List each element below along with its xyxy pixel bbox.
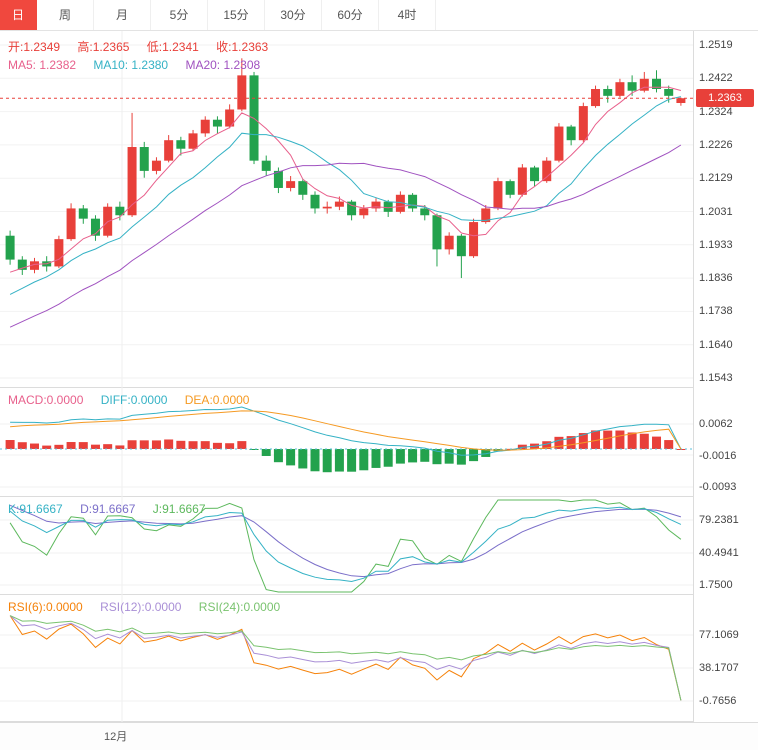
current-price-tag: 1.2363 <box>696 89 754 107</box>
tab-4hour[interactable]: 4时 <box>379 0 436 30</box>
kdj-panel[interactable]: K:91.6667 D:91.6667 J:91.6667 <box>0 497 693 595</box>
ma-legend: MA5: 1.2382 MA10: 1.2380 MA20: 1.2308 <box>8 58 274 72</box>
ma20-readout: MA20: 1.2308 <box>185 58 261 72</box>
kdj-chart[interactable] <box>0 497 693 595</box>
j-readout: J:91.6667 <box>152 502 206 516</box>
axis-label: 1.2519 <box>699 39 733 51</box>
tab-month[interactable]: 月 <box>94 0 151 30</box>
axis-label: 1.1738 <box>699 305 733 318</box>
axis-label: -0.0093 <box>699 481 737 493</box>
price-axis-gutter: 1.2363 1.2519 1.2422 1.2324 1.2226 1.2129 1.2… <box>693 30 758 722</box>
time-axis: 12月 <box>0 722 758 750</box>
axis-label: -0.0016 <box>699 449 737 462</box>
d-readout: D:91.6667 <box>80 502 136 516</box>
dea-readout: DEA:0.0000 <box>184 393 250 407</box>
rsi-panel[interactable]: RSI(6):0.0000 RSI(12):0.0000 RSI(24):0.0… <box>0 595 693 722</box>
axis-label: 79.2381 <box>699 514 739 526</box>
close-readout: 收:1.2363 <box>216 40 269 54</box>
tab-week[interactable]: 周 <box>37 0 94 30</box>
ma5-readout: MA5: 1.2382 <box>8 58 77 72</box>
tab-60min[interactable]: 60分 <box>322 0 379 30</box>
tab-30min[interactable]: 30分 <box>265 0 322 30</box>
axis-label: -0.7656 <box>699 695 737 707</box>
diff-readout: DIFF:0.0000 <box>100 393 168 407</box>
macd-chart[interactable] <box>0 388 693 497</box>
axis-label: 1.1836 <box>699 272 733 285</box>
low-readout: 低:1.2341 <box>146 40 199 54</box>
axis-label: 0.0062 <box>699 418 733 430</box>
tab-day[interactable]: 日 <box>0 0 37 30</box>
tab-5min[interactable]: 5分 <box>151 0 208 30</box>
axis-label: 1.2031 <box>699 205 733 218</box>
axis-label: 77.1069 <box>699 629 739 641</box>
candlestick-chart[interactable] <box>0 30 693 388</box>
axis-label: 1.2129 <box>699 172 733 185</box>
k-readout: K:91.6667 <box>8 502 63 516</box>
open-readout: 开:1.2349 <box>8 40 61 54</box>
time-axis-label: 12月 <box>104 731 128 743</box>
axis-label: 40.4941 <box>699 546 739 559</box>
axis-label: 1.2226 <box>699 138 733 151</box>
macd-legend: MACD:0.0000 DIFF:0.0000 DEA:0.0000 <box>8 393 263 407</box>
axis-label: 1.2422 <box>699 72 733 85</box>
ma10-readout: MA10: 1.2380 <box>93 58 169 72</box>
rsi24-readout: RSI(24):0.0000 <box>198 600 281 614</box>
axis-label: 1.1933 <box>699 238 733 251</box>
axis-label: 1.1640 <box>699 338 733 351</box>
rsi-legend: RSI(6):0.0000 RSI(12):0.0000 RSI(24):0.0… <box>8 600 294 614</box>
macd-readout: MACD:0.0000 <box>8 393 84 407</box>
axis-label: 1.2324 <box>699 105 733 118</box>
price-chart-panel[interactable]: 开:1.2349 高:1.2365 低:1.2341 收:1.2363 MA5:… <box>0 30 693 388</box>
axis-label: 38.1707 <box>699 662 739 674</box>
high-readout: 高:1.2365 <box>77 40 130 54</box>
rsi12-readout: RSI(12):0.0000 <box>100 600 182 614</box>
ohlc-legend: 开:1.2349 高:1.2365 低:1.2341 收:1.2363 <box>8 38 282 55</box>
tab-15min[interactable]: 15分 <box>208 0 265 30</box>
rsi6-readout: RSI(6):0.0000 <box>8 600 83 614</box>
axis-label: 1.7500 <box>699 579 733 591</box>
macd-panel[interactable]: MACD:0.0000 DIFF:0.0000 DEA:0.0000 <box>0 388 693 497</box>
kdj-legend: K:91.6667 D:91.6667 J:91.6667 <box>8 502 220 516</box>
axis-label: 1.1543 <box>699 372 733 384</box>
rsi-chart[interactable] <box>0 595 693 722</box>
timeframe-toolbar: 日 周 月 5分 15分 30分 60分 4时 <box>0 0 758 31</box>
